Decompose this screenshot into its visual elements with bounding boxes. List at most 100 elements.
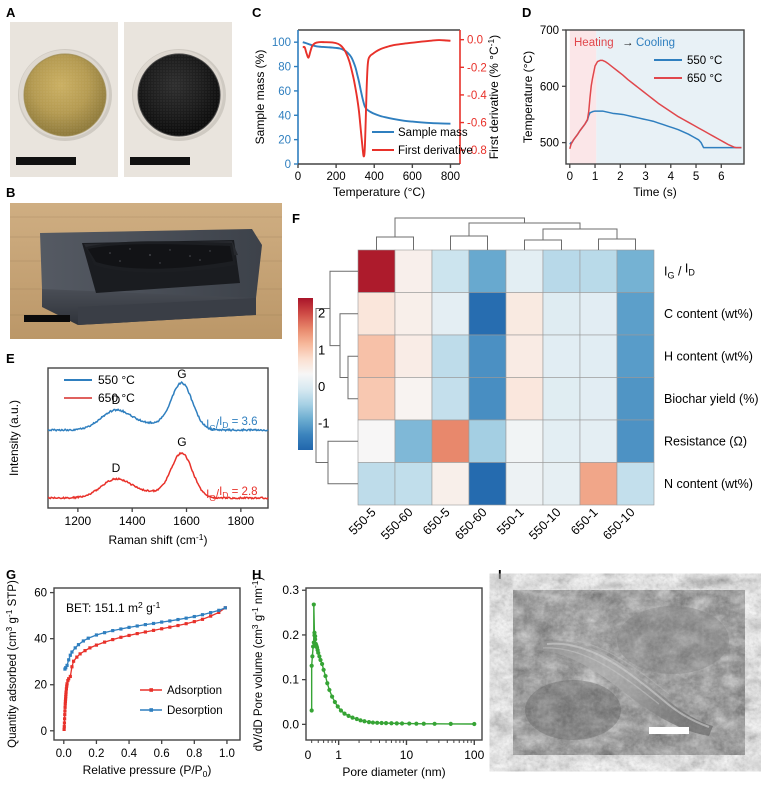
g-xtick: 0.0	[56, 748, 72, 760]
h-series-marker	[309, 708, 314, 713]
heatmap-cell	[579, 419, 618, 463]
d-xtick: 0	[567, 171, 573, 183]
heatmap-cell	[394, 377, 433, 421]
h-series-marker	[311, 602, 316, 607]
g-ytick: 0	[41, 726, 47, 738]
panel-f: 550-5 550-60 650-5 650-60 550-1 550-10 650-1 65…	[292, 212, 760, 557]
panel-label-h: H	[252, 567, 262, 582]
heatmap-cell	[394, 292, 433, 336]
h-xtick-zero: 0	[305, 748, 312, 762]
h-series-marker	[354, 716, 359, 722]
g-series-0-marker	[151, 628, 156, 632]
scale-bar-b	[24, 315, 70, 322]
h-series-marker	[318, 657, 323, 663]
panel-b	[10, 203, 282, 339]
panel-label-a: A	[6, 5, 16, 20]
heatmap-col-label: 550-60	[378, 505, 415, 542]
photo-biochar	[124, 22, 232, 177]
heatmap-cell	[579, 462, 618, 506]
heatmap-cell	[357, 292, 396, 336]
g-xtick: 0.8	[186, 748, 202, 760]
h-ytick: 0.2	[282, 628, 299, 642]
heatmap-cell	[468, 292, 507, 336]
g-series-0-marker	[63, 709, 67, 713]
panel-b-photo	[10, 203, 282, 339]
heatmap-cell	[542, 292, 581, 336]
g-series-1-marker	[94, 633, 99, 637]
g-series-0-marker	[70, 665, 74, 669]
h-series-marker	[448, 721, 453, 727]
g-series-0-marker	[200, 617, 205, 621]
h-series-marker	[472, 721, 477, 727]
h-series-marker	[338, 708, 344, 713]
d-ylabel: Temperature (°C)	[521, 51, 535, 143]
heatmap-cell	[357, 462, 396, 506]
panel-label-i: I	[498, 567, 502, 582]
heatmap-col-label: 650-60	[452, 505, 489, 542]
panel-c: 0 200 400 600 800 0 20 40 60 80 100 0.0 -0.2 -0.4 -0.6…	[252, 14, 510, 204]
heatmap-cell	[468, 249, 507, 293]
g-series-0-marker	[209, 614, 213, 618]
h-series-marker	[321, 667, 326, 672]
heatmap-cell	[431, 334, 470, 378]
h-series-marker	[383, 721, 389, 726]
g-xtick: 1.0	[219, 748, 235, 760]
heatmap-col-label: 650-1	[568, 505, 601, 538]
h-series-marker	[342, 711, 347, 716]
h-series-marker	[317, 654, 322, 659]
g-xtick: 0.4	[121, 748, 138, 760]
g-series-0-marker	[64, 687, 68, 691]
d-legend-label-1: 650 °C	[687, 73, 722, 85]
g-series-1-marker	[135, 624, 139, 628]
g-series-0-marker	[64, 692, 68, 696]
c-y2tick: -0.8	[467, 145, 487, 157]
c-ytick: 0	[285, 159, 291, 171]
heatmap-col-label: 550-10	[526, 505, 563, 542]
h-series-marker	[432, 721, 437, 726]
g-series-1-marker	[127, 625, 131, 629]
g-series-0-marker	[160, 627, 164, 631]
heatmap-row-label: Biochar yield (%)	[664, 392, 758, 406]
c-legend-label-1: First derivative	[398, 145, 473, 157]
g-series-1-marker	[176, 617, 180, 622]
heatmap-cell	[579, 292, 618, 336]
e-series-650	[47, 451, 269, 500]
g-series-1-marker	[200, 613, 205, 617]
g-bet-annotation: BET: 151.1 m2 g-1	[66, 600, 161, 615]
panel-i-sem	[513, 590, 745, 755]
c-ytick: 20	[278, 135, 291, 147]
g-series-0-marker	[111, 637, 115, 642]
d-cooling-region	[596, 30, 744, 164]
scale-bar-i	[649, 727, 689, 734]
h-series-marker	[394, 721, 399, 726]
g-series-0-marker	[75, 655, 79, 659]
d-annotation-cooling: Cooling	[636, 37, 675, 49]
graphite-crucible	[40, 229, 262, 325]
h-series-marker	[362, 719, 367, 724]
heatmap-row-label: N content (wt%)	[664, 477, 753, 491]
h-series-marker	[366, 720, 372, 725]
h-plot-area	[305, 587, 483, 741]
heatmap-cell	[357, 249, 396, 293]
heatmap-cell	[468, 462, 507, 506]
g-series-0-marker	[119, 635, 123, 639]
c-legend-label-0: Sample mass	[398, 127, 468, 139]
heatmap-row-label: Resistance (Ω)	[664, 434, 747, 448]
g-series-1-marker	[73, 646, 77, 650]
panel-h-chart: 1 10 100 0 0.0 0.1 0.2 0.3 Pore diameter (nm) dV/…	[250, 577, 485, 779]
g-series-0-marker	[66, 678, 70, 683]
heatmap-cell	[542, 419, 581, 463]
g-series-0-marker	[63, 717, 67, 721]
c-y2tick: -0.2	[467, 62, 487, 74]
panel-label-f: F	[292, 211, 300, 226]
heatmap-cell	[394, 249, 433, 293]
heatmap-cell	[616, 334, 655, 378]
heatmap-cell	[505, 292, 544, 336]
colorbar-tick: -1	[318, 416, 330, 431]
g-series-0-marker	[217, 610, 221, 615]
g-series-0-marker	[63, 702, 67, 706]
heatmap-row-dendrogram	[315, 270, 358, 485]
g-series-0-marker	[83, 649, 87, 653]
d-xtick: 4	[668, 171, 675, 183]
g-series-0-marker	[65, 684, 69, 688]
